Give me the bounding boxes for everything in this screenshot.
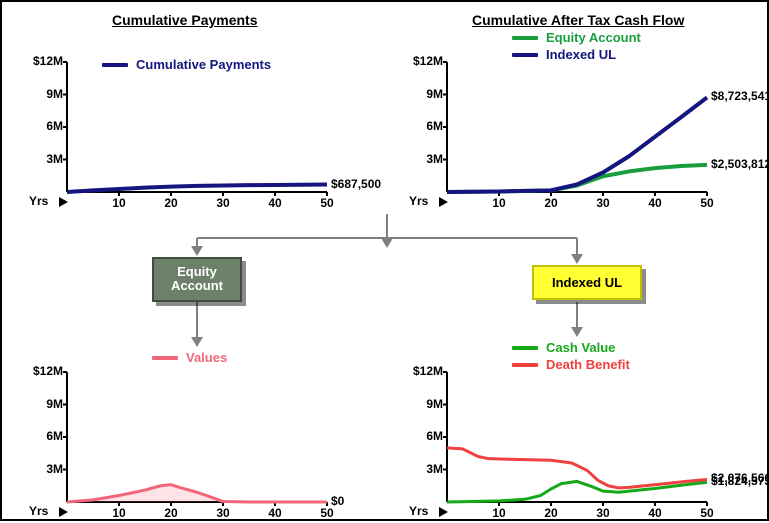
y-tick-label: 3M <box>19 152 63 166</box>
series-end-label: $8,723,541 <box>711 89 769 103</box>
x-tick-label: 10 <box>489 506 509 520</box>
chart-cumulative-cashflow <box>447 62 707 212</box>
x-tick-label: 40 <box>645 506 665 520</box>
x-tick-label: 30 <box>213 506 233 520</box>
x-tick-label: 50 <box>317 196 337 210</box>
series-end-label: $2,503,812 <box>711 157 769 171</box>
legend-line-icon <box>512 363 538 367</box>
y-tick-label: 3M <box>19 462 63 476</box>
y-tick-label: 9M <box>19 397 63 411</box>
legend-label: Cash Value <box>546 340 615 355</box>
y-tick-label: 9M <box>399 397 443 411</box>
y-tick-label: 6M <box>19 429 63 443</box>
y-tick-label: $12M <box>399 364 443 378</box>
page-root: Cumulative Payments Cumulative After Tax… <box>0 0 769 521</box>
x-tick-label: 50 <box>317 506 337 520</box>
x-axis-title: Yrs <box>409 194 428 208</box>
x-axis-title: Yrs <box>29 194 48 208</box>
x-tick-label: 50 <box>697 506 717 520</box>
legend-label: Values <box>186 350 227 365</box>
axis-arrow-icon <box>439 507 448 517</box>
chart-equity-values <box>67 372 327 522</box>
legend-line-icon <box>512 36 538 40</box>
axis-arrow-icon <box>59 197 68 207</box>
x-tick-label: 20 <box>161 196 181 210</box>
legend-line-icon <box>152 356 178 360</box>
x-tick-label: 20 <box>541 506 561 520</box>
x-tick-label: 40 <box>265 196 285 210</box>
series-end-label: $0 <box>331 494 344 508</box>
y-tick-label: 9M <box>19 87 63 101</box>
x-tick-label: 40 <box>265 506 285 520</box>
x-tick-label: 10 <box>109 506 129 520</box>
series-end-label: $687,500 <box>331 177 381 191</box>
y-tick-label: 3M <box>399 152 443 166</box>
y-tick-label: $12M <box>19 364 63 378</box>
flow-box-equity: Equity Account <box>152 257 242 302</box>
legend-label: Indexed UL <box>546 47 616 62</box>
x-tick-label: 50 <box>697 196 717 210</box>
axis-arrow-icon <box>439 197 448 207</box>
series-end-label: $1,824,573 <box>711 474 769 488</box>
title-cumulative-cashflow: Cumulative After Tax Cash Flow <box>472 12 684 28</box>
chart-iul-values <box>447 372 707 522</box>
legend-bl: Values <box>152 350 227 367</box>
legend-line-icon <box>512 53 538 57</box>
x-tick-label: 20 <box>541 196 561 210</box>
title-cumulative-payments: Cumulative Payments <box>112 12 258 28</box>
x-tick-label: 10 <box>489 196 509 210</box>
x-tick-label: 30 <box>593 196 613 210</box>
x-axis-title: Yrs <box>29 504 48 518</box>
x-tick-label: 30 <box>593 506 613 520</box>
y-tick-label: 6M <box>399 119 443 133</box>
flow-box-iul: Indexed UL <box>532 265 642 300</box>
x-axis-title: Yrs <box>409 504 428 518</box>
legend-tr: Equity Account Indexed UL <box>512 30 641 64</box>
x-tick-label: 20 <box>161 506 181 520</box>
y-tick-label: $12M <box>19 54 63 68</box>
chart-cumulative-payments <box>67 62 327 212</box>
flow-box-line: Indexed UL <box>548 275 626 290</box>
legend-label: Death Benefit <box>546 357 630 372</box>
x-tick-label: 30 <box>213 196 233 210</box>
x-tick-label: 10 <box>109 196 129 210</box>
axis-arrow-icon <box>59 507 68 517</box>
y-tick-label: $12M <box>399 54 443 68</box>
y-tick-label: 6M <box>399 429 443 443</box>
legend-label: Equity Account <box>546 30 641 45</box>
legend-br: Cash Value Death Benefit <box>512 340 630 374</box>
flow-box-line: Equity <box>168 265 226 279</box>
x-tick-label: 40 <box>645 196 665 210</box>
y-tick-label: 6M <box>19 119 63 133</box>
y-tick-label: 3M <box>399 462 443 476</box>
legend-line-icon <box>512 346 538 350</box>
y-tick-label: 9M <box>399 87 443 101</box>
flow-box-line: Account <box>168 279 226 293</box>
